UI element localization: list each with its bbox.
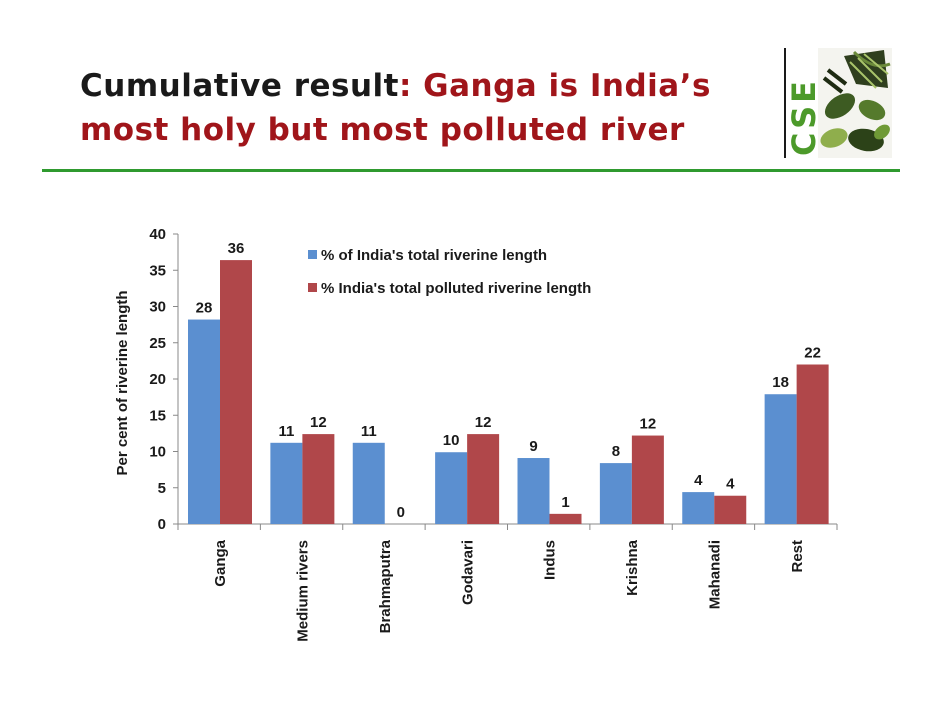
x-category-label-3: Godavari [459,540,476,605]
bar-0-5 [599,463,632,524]
title-part1: Cumulative result [80,68,399,104]
bar-value-label-0-7: 18 [772,374,789,391]
bar-value-label-0-3: 10 [443,432,460,449]
bar-value-label-1-4: 1 [561,494,569,511]
bar-0-1 [270,442,303,524]
bar-value-label-1-2: 0 [397,504,405,521]
bar-0-0 [188,319,220,524]
y-tick-label-8: 40 [149,226,166,243]
legend-label-2: % India's total polluted riverine length [321,280,591,297]
bar-1-3 [467,434,500,524]
bar-value-label-0-2: 11 [361,423,377,440]
bar-value-label-1-7: 22 [804,345,821,362]
bar-value-label-0-0: 28 [196,300,213,317]
bar-1-0 [220,260,252,524]
x-category-label-6: Mahanadi [706,540,723,609]
x-category-label-0: Ganga [212,539,229,586]
y-tick-label-5: 25 [149,335,166,352]
slide-title-line1: Cumulative result: Ganga is India’s [80,64,770,108]
cse-logo-text: CSE [785,78,823,156]
bar-0-4 [517,458,550,524]
leaf-artwork [818,48,892,158]
bar-1-6 [714,495,747,524]
y-tick-label-6: 30 [149,299,166,316]
y-tick-label-3: 15 [149,407,166,424]
bar-1-5 [631,435,664,524]
divider-rule [42,169,900,172]
bar-1-4 [549,513,582,524]
x-category-label-4: Indus [542,540,559,580]
legend-label-1: % of India's total riverine length [321,247,547,264]
bar-1-1 [302,434,335,524]
bar-value-label-1-3: 12 [475,414,492,431]
bar-0-6 [682,492,715,524]
bar-value-label-1-1: 12 [310,414,327,431]
legend-swatch-1 [308,250,317,259]
y-tick-label-7: 35 [149,262,166,279]
bar-value-label-0-1: 11 [278,423,294,440]
y-tick-label-4: 20 [149,371,166,388]
bar-value-label-1-5: 12 [640,416,657,433]
bar-0-3 [435,452,468,524]
x-category-label-2: Brahmaputra [377,539,394,633]
bar-value-label-1-6: 4 [726,476,735,493]
bar-value-label-0-4: 9 [529,438,537,455]
cse-logo: CSE [784,48,892,158]
y-tick-label-2: 10 [149,444,166,461]
slide-title-line2: most holy but most polluted river [80,112,685,148]
x-category-label-1: Medium rivers [295,540,312,642]
bar-1-7 [796,364,829,524]
y-tick-label-0: 0 [158,516,166,533]
bar-value-label-1-0: 36 [228,240,245,257]
y-tick-label-1: 5 [158,480,166,497]
bar-0-2 [352,442,385,524]
x-category-label-5: Krishna [624,539,641,596]
slide-title: Cumulative result: Ganga is India’s most… [80,64,770,152]
y-axis-label: Per cent of riverine length [114,290,131,475]
bar-value-label-0-5: 8 [612,443,620,460]
legend-swatch-2 [308,283,317,292]
legend: % of India's total riverine length % Ind… [308,247,591,297]
cse-logo-letters: CSE [785,78,823,156]
x-category-label-7: Rest [789,540,806,573]
title-part2: : Ganga is India’s [398,68,711,104]
bar-0-7 [764,394,797,524]
bar-value-label-0-6: 4 [694,472,703,489]
